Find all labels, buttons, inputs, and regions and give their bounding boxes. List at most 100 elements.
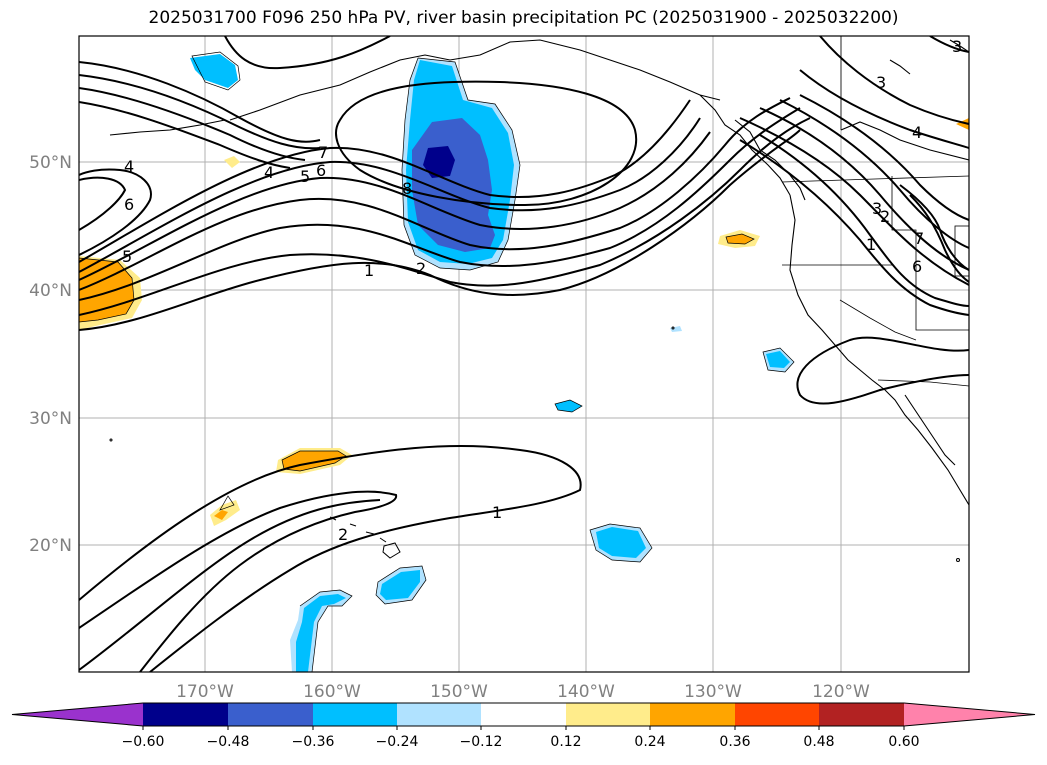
colorbar-swatch	[397, 703, 481, 726]
contour-pv-south-3	[79, 499, 381, 671]
contour-pv-upper-left-4	[79, 101, 291, 169]
colorbar: −0.60 −0.48 −0.36 −0.24 −0.12 0.12 0.24 0.36 0.4…	[11, 702, 1036, 750]
colorbar-swatch	[313, 703, 397, 726]
precip-shading-positive	[79, 118, 969, 526]
contour-pv-west-2	[79, 176, 127, 231]
contour-pv-baja-loop	[796, 336, 969, 405]
colorbar-tick-label: 0.48	[803, 734, 834, 750]
map-title: 2025031700 F096 250 hPa PV, river basin …	[148, 8, 899, 28]
colorbar-tick-label: 0.24	[634, 734, 665, 750]
contour-pv-west-1	[79, 168, 152, 256]
map-content: 1 2 4 5 6 7 8 4 5 6 1 2 1 2 3 4 3 7 6 3	[79, 36, 969, 672]
lat-label: 50°N	[29, 153, 72, 173]
precip-shading-negative	[190, 54, 794, 672]
shade-gulf-core	[423, 146, 455, 178]
contour-label: 3	[952, 37, 962, 56]
colorbar-tick-label: −0.24	[376, 734, 419, 750]
coast-hudson-inner	[840, 121, 969, 161]
pv-contours	[79, 36, 969, 672]
contour-pv-5-north	[79, 131, 711, 281]
colorbar-tick-label: 0.60	[888, 734, 919, 750]
contour-pv-south-1	[79, 444, 582, 672]
lon-label: 140°W	[557, 682, 615, 702]
lon-label: 160°W	[303, 682, 361, 702]
contour-pv-3-north	[79, 107, 801, 301]
colorbar-swatch	[735, 703, 819, 726]
contour-pv-east-3-north	[819, 36, 969, 125]
lat-label: 40°N	[29, 281, 72, 301]
contour-label: 7	[318, 143, 328, 162]
contour-label: 5	[122, 247, 132, 266]
coast-bc-islands	[734, 119, 806, 201]
colorbar-swatch	[819, 703, 904, 726]
colorbar-tick-label: −0.48	[207, 734, 250, 750]
contour-pv-east-mid	[739, 117, 969, 286]
colorbar-swatch	[228, 703, 313, 726]
contour-label: 1	[492, 503, 502, 522]
contour-label: 6	[316, 161, 326, 180]
contour-pv-upper-left	[79, 61, 321, 143]
contour-pv-east-6	[779, 99, 969, 249]
contour-label: 7	[914, 229, 924, 248]
shading-outlines	[79, 51, 795, 672]
contour-pv-8-closed	[335, 80, 638, 207]
colorbar-tick-label: −0.12	[460, 734, 503, 750]
coast-west-us	[789, 194, 886, 391]
latitude-labels: 50°N 40°N 30°N 20°N	[29, 153, 72, 556]
colorbar-extend-low	[12, 703, 143, 726]
shade-oregon-coast	[726, 234, 754, 244]
contour-pv-upper-left-2	[79, 74, 321, 150]
contour-label: 1	[866, 235, 876, 254]
lon-label: 170°W	[176, 682, 234, 702]
lon-label: 120°W	[812, 682, 870, 702]
contour-pv-2-north	[79, 117, 811, 316]
contour-pv-east-7	[799, 94, 969, 221]
lon-label: 130°W	[684, 682, 742, 702]
contour-label: 3	[876, 73, 886, 92]
borders	[781, 36, 969, 387]
contour-label: 2	[880, 207, 890, 226]
colorbar-swatch	[481, 703, 566, 726]
contour-pv-east-low-4	[909, 194, 969, 283]
longitude-labels: 170°W 160°W 150°W 140°W 130°W 120°W	[176, 682, 870, 702]
coastlines	[109, 39, 969, 506]
contour-label: 4	[264, 163, 274, 182]
contour-pv-south-2	[79, 490, 398, 672]
contour-pv-1-north	[79, 129, 801, 331]
lon-label: 150°W	[430, 682, 488, 702]
contour-label: 6	[124, 195, 134, 214]
contour-label: 6	[912, 257, 922, 276]
contour-labels: 1 2 4 5 6 7 8 4 5 6 1 2 1 2 3 4 3 7 6 3	[122, 37, 962, 544]
colorbar-tick-label: 0.12	[550, 734, 581, 750]
contour-pv-7-north	[79, 99, 691, 263]
lat-label: 30°N	[29, 409, 72, 429]
contour-label: 2	[416, 259, 426, 278]
colorbar-swatch	[566, 703, 650, 726]
colorbar-tick-label: −0.60	[122, 734, 165, 750]
contour-pv-east-low-3	[899, 184, 969, 271]
colorbar-swatch	[143, 703, 228, 726]
contour-pv-east-5	[759, 107, 969, 271]
colorbar-extend-high	[904, 703, 1035, 726]
contour-pv-4-north	[79, 97, 791, 291]
contour-label: 3	[872, 199, 882, 218]
colorbar-tick-label: 0.36	[719, 734, 750, 750]
colorbar-swatch	[650, 703, 735, 726]
contour-pv-upper-arc	[224, 36, 391, 70]
contour-pv-east-low-2	[759, 134, 969, 307]
contour-label: 4	[912, 123, 922, 142]
coast-alaska-south	[229, 39, 721, 121]
contour-pv-upper-left-3	[79, 87, 306, 161]
map-frame	[78, 35, 970, 673]
contour-pv-6-north	[79, 117, 701, 273]
contour-pv-east-low-1	[739, 139, 969, 316]
contour-label: 1	[364, 261, 374, 280]
colorbar-tick-label: −0.36	[292, 734, 335, 750]
coast-aleutian-chain	[109, 119, 226, 136]
contour-pv-east-4	[799, 69, 969, 149]
coast-gulf-california	[904, 394, 956, 466]
contour-label: 8	[402, 179, 412, 198]
contour-label: 5	[300, 167, 310, 186]
contour-pv-east-upper-right	[929, 36, 969, 53]
